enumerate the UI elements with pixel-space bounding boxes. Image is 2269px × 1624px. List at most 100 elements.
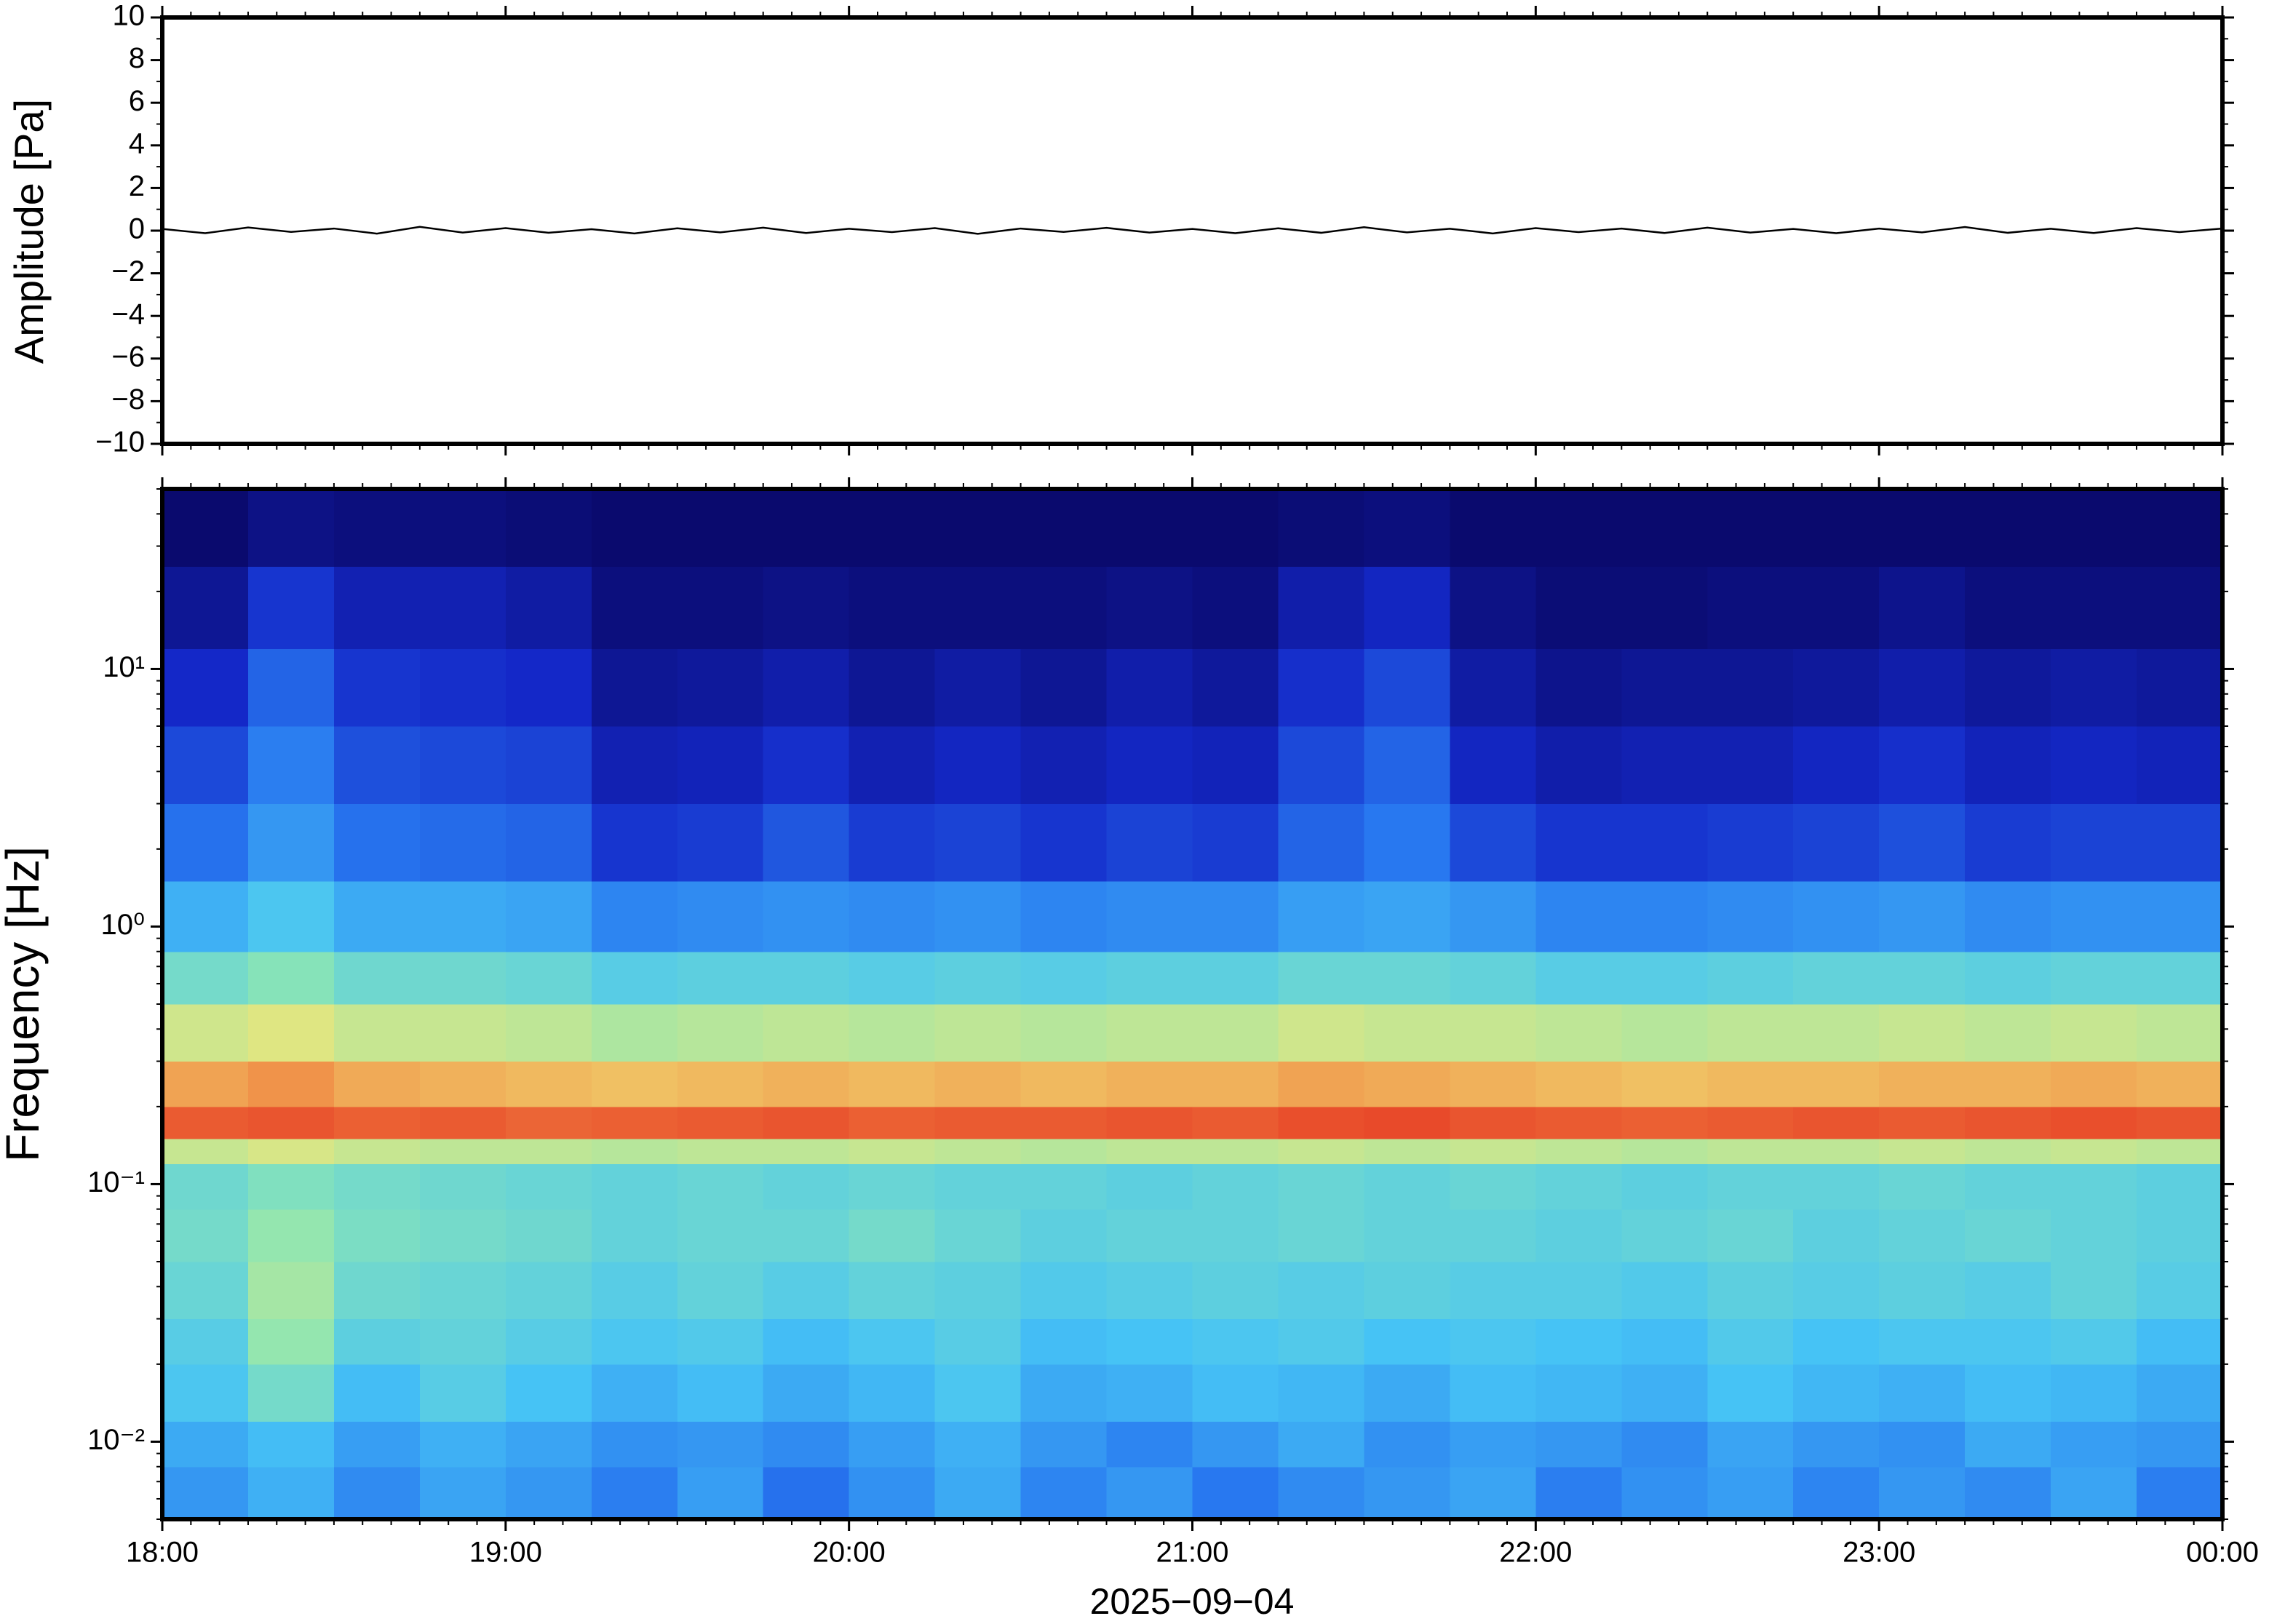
spectrogram-cell	[419, 1061, 506, 1107]
spectrogram-cell	[1450, 1466, 1536, 1520]
spectrogram-cell	[1106, 1209, 1193, 1262]
spectrogram-cell	[505, 1466, 592, 1520]
spectrogram-cell	[1535, 1106, 1622, 1139]
spectrogram-cell	[1621, 566, 1708, 650]
spectrogram-cell	[763, 489, 850, 568]
spectrogram	[162, 489, 2223, 1520]
spectrogram-cell	[1621, 1163, 1708, 1210]
spectrogram-cell	[1278, 1421, 1365, 1468]
spectrogram-cell	[1106, 1466, 1193, 1520]
spectrogram-cell	[419, 566, 506, 650]
spectrogram-cell	[2051, 1061, 2137, 1107]
spectrogram-cell	[1535, 1139, 1622, 1165]
spectrogram-cell	[505, 648, 592, 727]
spectrogram-cell	[1192, 1163, 1279, 1210]
spectrogram-cell	[1020, 1262, 1108, 1320]
spectrogram-cell	[247, 1262, 335, 1320]
spectrogram-cell	[677, 1364, 764, 1422]
spectrogram-cell	[934, 1262, 1022, 1320]
spectrogram-cell	[1278, 1139, 1365, 1165]
spectrogram-cell	[1707, 951, 1794, 1005]
spectrogram-cell	[1364, 1209, 1450, 1262]
spectrogram-cell	[1879, 648, 1966, 727]
spectrogram-cell	[2137, 1106, 2223, 1139]
spectrogram-cell	[1621, 1421, 1708, 1468]
spectrogram-cell	[1278, 951, 1365, 1005]
spectrogram-cell	[1020, 1318, 1108, 1365]
spectrogram-cell	[2051, 489, 2137, 568]
spectrogram-cell	[849, 1364, 936, 1422]
waveform	[162, 226, 2223, 235]
spectrogram-cell	[1879, 881, 1966, 952]
spectrogram-cell	[1020, 1421, 1108, 1468]
spectrogram-cell	[333, 566, 421, 650]
spectrogram-cell	[1278, 803, 1365, 882]
spectrogram-cell	[1364, 881, 1450, 952]
spectrogram-cell	[1535, 881, 1622, 952]
spectrogram-cell	[2137, 1061, 2223, 1107]
spectrogram-cell	[1879, 803, 1966, 882]
spectrogram-cell	[1965, 881, 2051, 952]
spectrogram-cell	[1965, 1004, 2051, 1062]
spectrogram-cell	[333, 1364, 421, 1422]
spectrogram-cell	[333, 489, 421, 568]
y-tick-label: 10⁰	[100, 909, 145, 941]
spectrogram-cell	[247, 1209, 335, 1262]
spectrogram-cell	[1535, 1466, 1622, 1520]
spectrogram-cell	[419, 489, 506, 568]
spectrogram-cell	[1106, 1421, 1193, 1468]
spectrogram-cell	[247, 881, 335, 952]
spectrogram-cell	[247, 1004, 335, 1062]
spectrogram-cell	[419, 803, 506, 882]
spectrogram-cell	[1192, 951, 1279, 1005]
spectrogram-cell	[505, 566, 592, 650]
spectrogram-cell	[1278, 648, 1365, 727]
spectrogram-cell	[505, 1139, 592, 1165]
spectrogram-cell	[1278, 725, 1365, 805]
spectrogram-cell	[677, 1421, 764, 1468]
spectrogram-cell	[934, 725, 1022, 805]
spectrogram-cell	[1020, 566, 1108, 650]
spectrogram-cell	[1020, 1466, 1108, 1520]
y-tick-label: −4	[111, 298, 145, 330]
y-tick-label: 8	[129, 42, 145, 74]
spectrogram-cell	[849, 566, 936, 650]
spectrogram-cell	[1020, 725, 1108, 805]
spectrogram-cell	[1106, 1061, 1193, 1107]
spectrogram-cell	[677, 1318, 764, 1365]
spectrogram-cell	[505, 1163, 592, 1210]
spectrogram-cell	[2051, 881, 2137, 952]
spectrogram-cell	[849, 1318, 936, 1365]
spectrogram-cell	[934, 1139, 1022, 1165]
spectrogram-cell	[1106, 881, 1193, 952]
spectrogram-cell	[763, 1106, 850, 1139]
spectrogram-cell	[419, 725, 506, 805]
spectrogram-cell	[333, 648, 421, 727]
spectrogram-cell	[1707, 1139, 1794, 1165]
spectrogram-cell	[2137, 881, 2223, 952]
spectrogram-cell	[1106, 1139, 1193, 1165]
spectrogram-cell	[1364, 951, 1450, 1005]
spectrogram-cell	[934, 951, 1022, 1005]
spectrogram-cell	[1707, 1262, 1794, 1320]
spectrogram-cell	[162, 1466, 249, 1520]
spectrogram-cell	[1450, 881, 1536, 952]
spectrogram-cell	[763, 648, 850, 727]
spectrogram-cell	[1965, 1364, 2051, 1422]
spectrogram-cell	[333, 1139, 421, 1165]
spectrogram-cell	[1965, 951, 2051, 1005]
spectrogram-cell	[763, 725, 850, 805]
x-axis-label: 2025−09−04	[1090, 1581, 1295, 1622]
spectrogram-cell	[1793, 1139, 1880, 1165]
spectrogram-cell	[1106, 1364, 1193, 1422]
spectrogram-cell	[934, 1004, 1022, 1062]
spectrogram-cell	[934, 1163, 1022, 1210]
spectrogram-cell	[677, 1139, 764, 1165]
spectrogram-cell	[2051, 1209, 2137, 1262]
spectrogram-cell	[419, 881, 506, 952]
spectrogram-cell	[1879, 1318, 1966, 1365]
spectrogram-cell	[1450, 1364, 1536, 1422]
spectrogram-cell	[1707, 1421, 1794, 1468]
spectrogram-cell	[763, 881, 850, 952]
